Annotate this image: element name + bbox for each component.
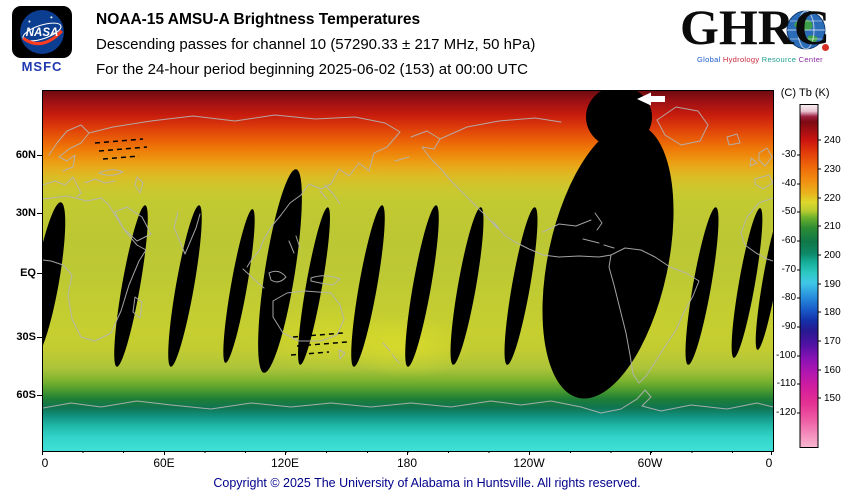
celsius-tick-label: -100 xyxy=(775,350,796,361)
page-title: NOAA-15 AMSU-A Brightness Temperatures xyxy=(96,11,421,28)
x-tick xyxy=(407,451,408,455)
celsius-tick-label: -90 xyxy=(781,321,796,332)
colorbar xyxy=(797,104,821,448)
lon-label: 180 xyxy=(396,456,418,470)
lon-label: 60E xyxy=(153,456,175,470)
celsius-tick-label: -50 xyxy=(781,206,796,217)
colorbar-gradient xyxy=(799,104,819,448)
kelvin-tick-label: 190 xyxy=(824,279,841,290)
x-tick xyxy=(650,451,651,455)
y-tick xyxy=(37,395,42,396)
tagline-word: Global xyxy=(697,55,721,64)
coastlines xyxy=(43,106,773,414)
x-tick xyxy=(164,451,165,455)
kelvin-tick-label: 180 xyxy=(824,307,841,318)
kelvin-tick-label: 170 xyxy=(824,336,841,347)
x-tick xyxy=(529,451,530,455)
tagline-word: Center xyxy=(798,55,823,64)
celsius-tick-label: -80 xyxy=(781,292,796,303)
celsius-tick-label: -70 xyxy=(781,264,796,275)
ghrc-tagline: Global Hydrology Resource Center xyxy=(680,55,840,64)
nasa-wordmark: NASA xyxy=(26,27,59,39)
celsius-tick-label: -110 xyxy=(776,378,796,389)
tagline-word: Hydrology xyxy=(722,55,760,64)
kelvin-tick-label: 210 xyxy=(824,221,841,232)
subtitle-channel: Descending passes for channel 10 (57290.… xyxy=(96,36,536,53)
celsius-tick-label: -40 xyxy=(781,178,796,189)
celsius-tick-label: -120 xyxy=(775,407,796,418)
nasa-logo: NASA MSFC xyxy=(10,6,74,74)
globe-icon xyxy=(786,10,826,50)
lat-label: 30N xyxy=(15,207,36,219)
kelvin-tick-label: 230 xyxy=(824,164,841,175)
kelvin-tick-label: 240 xyxy=(824,135,841,146)
colorbar-ticks xyxy=(797,139,821,414)
kelvin-tick-label: 220 xyxy=(824,193,841,204)
y-tick xyxy=(37,213,42,214)
x-tick xyxy=(285,451,286,455)
lat-label: 30S xyxy=(16,331,36,343)
kelvin-tick-label: 160 xyxy=(824,365,841,376)
lat-label: 60S xyxy=(16,389,36,401)
ghrc-logo-text: GHRC xyxy=(680,0,830,55)
kelvin-tick-label: 150 xyxy=(824,393,841,404)
lat-label: 60N xyxy=(15,149,36,161)
y-tick xyxy=(37,155,42,156)
celsius-tick-label: -60 xyxy=(781,235,796,246)
lat-label: EQ xyxy=(20,267,36,279)
x-tick xyxy=(771,451,772,455)
pass-direction-left-arrow-icon xyxy=(637,92,665,106)
tagline-word: Resource xyxy=(761,55,797,64)
y-tick xyxy=(37,337,42,338)
lon-label: 60W xyxy=(637,456,663,470)
celsius-tick-label: -30 xyxy=(781,149,796,160)
ghrc-red-dot-icon xyxy=(822,44,829,51)
subtitle-period: For the 24-hour period beginning 2025-06… xyxy=(96,61,528,78)
y-tick xyxy=(37,273,42,274)
copyright-notice: Copyright © 2025 The University of Alaba… xyxy=(213,476,641,490)
map-overlay xyxy=(43,91,773,414)
ghrc-logo: GHRC Global Hydrology Resource Center xyxy=(680,2,846,64)
data-gap-swaths xyxy=(43,91,773,399)
msfc-label: MSFC xyxy=(21,59,63,74)
lon-label: 120E xyxy=(270,456,300,470)
colorbar-celsius-unit: (C) xyxy=(780,87,796,99)
kelvin-tick-label: 200 xyxy=(824,250,841,261)
lon-label: 0 xyxy=(41,456,49,470)
x-tick xyxy=(42,451,43,455)
dropout-dashes xyxy=(94,138,348,356)
colorbar-kelvin-unit: Tb (K) xyxy=(799,87,830,99)
nasa-meatball-icon: NASA xyxy=(12,6,72,58)
lon-label: 120W xyxy=(513,456,545,470)
brightness-temperature-map xyxy=(42,90,774,452)
lon-label: 0 xyxy=(765,456,773,470)
